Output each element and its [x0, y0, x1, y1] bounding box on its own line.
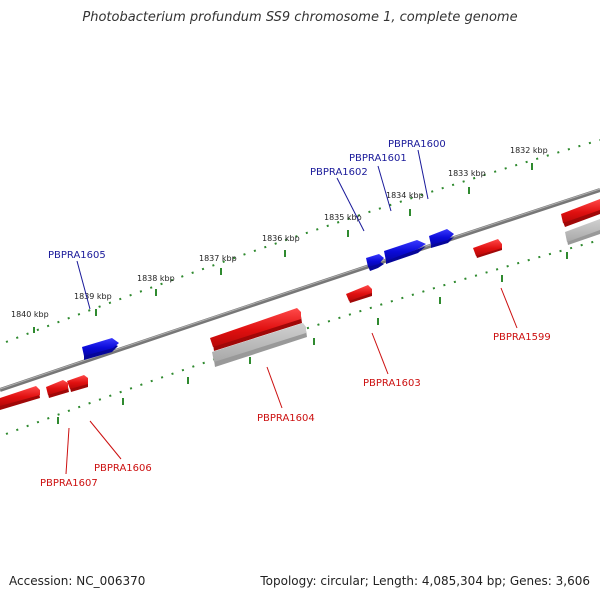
grey-feature-right[interactable] — [565, 219, 600, 245]
scale-label: 1835 kbp — [324, 213, 362, 222]
scale-label: 1839 kbp — [74, 292, 112, 301]
reverse-callouts — [65, 287, 518, 475]
gene-label[interactable]: PBPRA1602 — [310, 167, 368, 178]
upper-major-ticks — [33, 163, 533, 333]
genome-summary-text: Topology: circular; Length: 4,085,304 bp… — [260, 574, 590, 588]
gene-label[interactable]: PBPRA1601 — [349, 153, 407, 164]
gene-label[interactable]: PBPRA1607 — [40, 478, 98, 489]
lower-major-ticks — [57, 252, 568, 424]
gene-unlabeled-left[interactable] — [0, 386, 40, 410]
gene-PBPRA1606[interactable] — [67, 375, 88, 392]
chromosome-backbone — [0, 188, 600, 392]
gene-PBPRA1604[interactable] — [210, 308, 302, 351]
scale-label: 1840 kbp — [11, 310, 49, 319]
gene-PBPRA1602[interactable] — [366, 254, 384, 271]
gene-PBPRA1607[interactable] — [46, 380, 69, 398]
grey-feature-1604[interactable] — [212, 323, 307, 367]
accession-text: Accession: NC_006370 — [9, 574, 146, 588]
scale-label: 1834 kbp — [386, 191, 424, 200]
lower-scale-track — [5, 239, 600, 435]
gene-label[interactable]: PBPRA1604 — [257, 413, 315, 424]
gene-PBPRA1605[interactable] — [82, 338, 119, 360]
gene-label[interactable]: PBPRA1606 — [94, 463, 152, 474]
gene-PBPRA1601[interactable] — [384, 240, 426, 264]
gene-label[interactable]: PBPRA1599 — [493, 332, 551, 343]
scale-label: 1832 kbp — [510, 146, 548, 155]
gene-unlabeled-right[interactable] — [561, 199, 600, 227]
gene-PBPRA1603[interactable] — [346, 285, 372, 303]
backbone-highlight — [0, 188, 600, 390]
gene-label[interactable]: PBPRA1600 — [388, 139, 446, 150]
scale-label: 1837 kbp — [199, 254, 237, 263]
upper-scale-track — [5, 139, 600, 343]
scale-label: 1833 kbp — [448, 169, 486, 178]
gene-label[interactable]: PBPRA1603 — [363, 378, 421, 389]
gene-label[interactable]: PBPRA1605 — [48, 250, 106, 261]
forward-callouts — [76, 149, 429, 310]
scale-label: 1838 kbp — [137, 274, 175, 283]
gene-PBPRA1599[interactable] — [473, 239, 502, 258]
scale-label: 1836 kbp — [262, 234, 300, 243]
map-title: Photobacterium profundum SS9 chromosome … — [82, 10, 518, 25]
gene-PBPRA1600[interactable] — [429, 229, 454, 248]
